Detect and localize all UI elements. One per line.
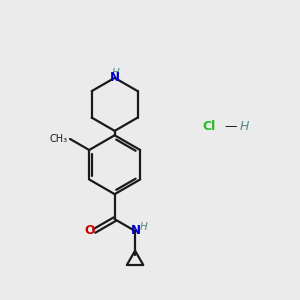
Text: O: O <box>85 224 95 238</box>
Text: CH₃: CH₃ <box>50 134 68 144</box>
Text: H: H <box>239 120 249 133</box>
Text: H: H <box>140 222 148 232</box>
Text: H: H <box>111 68 119 78</box>
Text: N: N <box>131 224 141 238</box>
Text: Cl: Cl <box>202 120 215 133</box>
Text: —: — <box>225 120 237 133</box>
Text: N: N <box>110 71 120 84</box>
